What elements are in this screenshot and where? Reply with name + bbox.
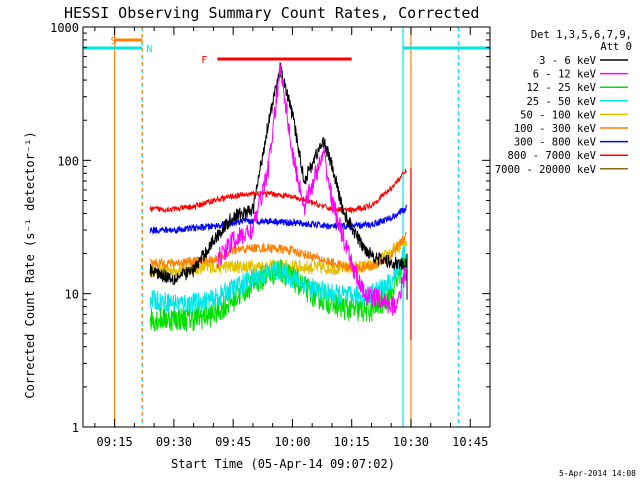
legend-label: 3 - 6 keV [539,55,597,67]
timestamp-label: 5-Apr-2014 14:08 [559,469,636,478]
series-line [149,231,408,274]
x-axis-label: Start Time (05-Apr-14 09:07:02) [171,457,395,471]
legend-label: 7000 - 20000 keV [495,164,597,176]
y-axis-label: Corrected Count Rate (s⁻¹ detector⁻¹) [23,131,37,398]
x-tick-label: 09:15 [97,435,133,449]
legend-label: 800 - 7000 keV [507,150,596,162]
flag-label: F [201,55,207,66]
legend-header: Det 1,3,5,6,7,9, [531,29,632,41]
flag-label: N [146,44,152,55]
series-line [149,62,408,286]
y-tick-label: 100 [57,154,79,168]
legend-label: 300 - 800 keV [514,137,597,149]
series-line [149,245,408,314]
y-tick-label: 1000 [50,21,79,35]
x-tick-label: 10:30 [393,435,429,449]
legend-label: 50 - 100 keV [520,109,597,121]
legend-label: 12 - 25 keV [526,82,596,94]
y-tick-label: 10 [65,288,79,302]
legend-label: 25 - 50 keV [526,96,596,108]
legend-label: 100 - 300 keV [514,123,597,135]
x-tick-label: 09:45 [215,435,251,449]
x-tick-label: 10:15 [334,435,370,449]
x-tick-label: 10:45 [452,435,488,449]
series-line [149,204,408,235]
y-tick-label: 1 [72,421,79,435]
x-tick-label: 10:00 [274,435,310,449]
series-line [149,169,408,215]
series-line [216,62,408,316]
legend-header: Att 0 [600,41,632,53]
plot-frame [82,26,491,428]
flag-label: S [111,36,117,47]
chart-title: HESSI Observing Summary Count Rates, Cor… [64,4,479,22]
x-tick-label: 09:30 [156,435,192,449]
legend-label: 6 - 12 keV [533,69,597,81]
